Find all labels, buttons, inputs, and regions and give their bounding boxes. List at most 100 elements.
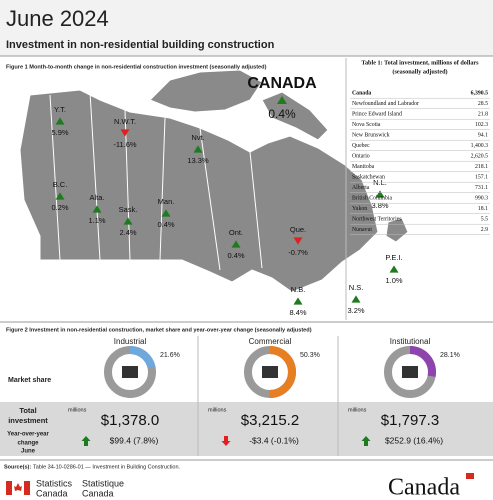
arrow-up [389, 265, 399, 273]
title: June 2024 [6, 6, 109, 31]
table-cell: Alberta [352, 185, 370, 191]
arrow-up [55, 117, 65, 125]
header-band [0, 0, 493, 56]
region-change: 13.3% [187, 156, 209, 165]
region-label: Y.T. [54, 105, 66, 114]
region-change: 1.0% [385, 276, 402, 285]
donut-share [269, 346, 296, 398]
donut-share [129, 346, 156, 369]
table-cell: 28.5 [478, 101, 488, 107]
region-change: 1.1% [88, 216, 105, 225]
change: $252.9 (16.4%) [385, 435, 443, 445]
region-label: Que. [290, 225, 306, 234]
region-label: Man. [158, 197, 175, 206]
region-change: 0.4% [157, 220, 174, 229]
table-cell: 731.1 [475, 185, 488, 191]
sector-name: Industrial [114, 337, 147, 346]
canada-label: CANADA [247, 75, 317, 92]
table-cell: Newfoundland and Labrador [352, 100, 419, 107]
boundaries [49, 91, 263, 271]
region-change: 0.4% [227, 251, 244, 260]
sector-name: Commercial [249, 337, 292, 346]
icon [402, 366, 418, 378]
region-change: 2.4% [119, 228, 136, 237]
arrow-up [55, 192, 65, 200]
table-cell: 21.8 [478, 111, 488, 117]
change: -$3.4 (-0.1%) [249, 435, 299, 445]
row-label: Year-over-year [7, 432, 49, 438]
wordmark-flag [466, 473, 474, 479]
table-cell: British Columbia [352, 195, 393, 201]
total: $3,215.2 [241, 412, 299, 429]
region-change: 3.2% [347, 306, 364, 315]
source-text: Table 34-10-0286-01 — Investment in Buil… [33, 464, 181, 470]
flag-bar [24, 481, 30, 495]
mainland [19, 89, 379, 293]
total: $1,378.0 [101, 412, 159, 429]
region-label: Sask. [119, 205, 138, 214]
unit: millions [348, 407, 367, 413]
row-label: change [17, 441, 39, 447]
arrow-up [231, 240, 241, 248]
icon [262, 366, 278, 378]
region-change: 0.2% [51, 203, 68, 212]
table-cell: New Brunswick [352, 132, 390, 138]
share-label: 21.6% [160, 352, 180, 359]
subtitle: Investment in non-residential building c… [6, 39, 275, 51]
arrow-up [81, 436, 91, 446]
donut-share [409, 346, 436, 378]
region-change: 3.8% [371, 201, 388, 210]
row-label: June [21, 449, 36, 455]
table-title: Table 1: Total investment, millions of d… [361, 59, 479, 66]
flag-leaf [14, 483, 22, 491]
share-label: 50.3% [300, 352, 320, 359]
arrow-up [277, 96, 287, 104]
arrow-up [351, 295, 361, 303]
icon [122, 366, 138, 378]
region-label: N.W.T. [114, 117, 136, 126]
flag [6, 481, 30, 495]
source-label: Source(s): [4, 464, 31, 470]
arrow-down [221, 436, 231, 446]
figure2-caption: Figure 2 Investment in non-residential c… [6, 327, 312, 333]
figure1-caption: Figure 1 Month-to-month change in non-re… [6, 64, 267, 70]
table-cell: Manitoba [352, 164, 375, 170]
agency-en: Canada [36, 488, 68, 498]
table-cell: 2,620.5 [471, 153, 488, 159]
table-cell: Northwest Territories [352, 216, 402, 222]
total: $1,797.3 [381, 412, 439, 429]
region-label: N.B. [291, 285, 306, 294]
region-label: P.E.I. [385, 253, 402, 262]
region-label: Nvt. [191, 133, 204, 142]
table-cell: 2.9 [481, 227, 488, 233]
region-label: N.L. [373, 178, 387, 187]
arctic-islands [149, 69, 263, 113]
region-change: 5.9% [51, 128, 68, 137]
arrow-up [92, 205, 102, 213]
wordmark: Canada [388, 475, 460, 500]
agency-fr: Statistique [82, 478, 124, 488]
region-label: B.C. [53, 180, 68, 189]
table-cell: Saskatchewan [352, 174, 385, 180]
canada-change: 0.4% [268, 107, 296, 121]
arrow-up [375, 190, 385, 198]
unit: millions [68, 407, 87, 413]
arrow-up [123, 217, 133, 225]
table-cell: 218.1 [475, 164, 488, 170]
table-cell: Prince Edward Island [352, 111, 402, 117]
region-label: N.S. [349, 283, 364, 292]
region-label: Alta. [89, 193, 104, 202]
change: $99.4 (7.8%) [110, 435, 159, 445]
arrow-up [193, 145, 203, 153]
flag-bar [6, 481, 12, 495]
sector-name: Institutional [390, 337, 431, 346]
table-cell: 94.1 [478, 132, 488, 138]
unit: millions [208, 407, 227, 413]
share-label: 28.1% [440, 352, 460, 359]
arrow-down [120, 129, 130, 137]
row-label: investment [8, 416, 48, 425]
region-change: -11.6% [113, 140, 137, 149]
table-cell: 990.3 [475, 195, 488, 201]
